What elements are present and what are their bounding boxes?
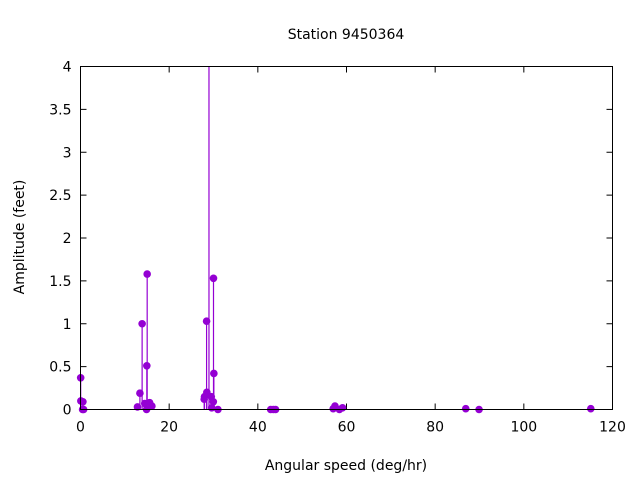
data-point (210, 369, 218, 378)
x-tick-label: 20 (160, 420, 178, 436)
x-tick-label: 120 (599, 420, 626, 436)
y-tick-label: 0.5 (49, 360, 71, 376)
data-point (461, 404, 470, 413)
y-axis-label: Amplitude (feet) (12, 180, 28, 295)
y-tick-label: 0 (63, 403, 72, 419)
y-tick-label: 3 (63, 145, 72, 161)
y-tick-label: 2.5 (49, 188, 71, 204)
x-tick-label: 100 (510, 420, 537, 436)
plot-border (80, 66, 613, 410)
x-tick-label: 0 (76, 420, 85, 436)
chart-title: Station 9450364 (288, 27, 405, 43)
y-tick-label: 1 (63, 317, 72, 333)
data-point (143, 270, 151, 278)
y-tick-label: 4 (63, 60, 72, 76)
y-tick-label: 2 (63, 231, 72, 247)
x-tick-label: 40 (249, 420, 267, 436)
x-tick-label: 60 (338, 420, 356, 436)
data-point (138, 319, 146, 328)
data-point (338, 403, 347, 412)
data-point (586, 404, 595, 413)
y-tick-label: 1.5 (49, 274, 71, 290)
x-axis-label: Angular speed (deg/hr) (265, 458, 427, 474)
x-tick-label: 80 (426, 420, 444, 436)
data-point (148, 402, 156, 410)
data-point (209, 274, 218, 283)
y-tick-label: 3.5 (49, 102, 71, 118)
